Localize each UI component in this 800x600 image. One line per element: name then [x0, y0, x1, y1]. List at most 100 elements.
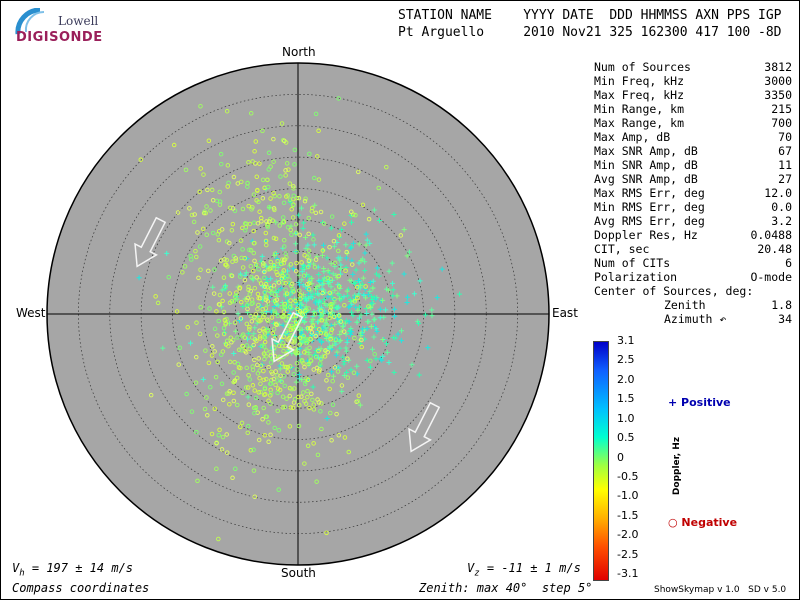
- negative-source-point: [197, 331, 203, 337]
- stat-label: Avg RMS Err, deg: [594, 214, 705, 228]
- negative-source-point: [265, 177, 270, 183]
- negative-source-point: [343, 268, 348, 273]
- negative-source-point: [256, 302, 261, 308]
- negative-source-point: [327, 386, 332, 392]
- negative-source-point: [274, 297, 280, 302]
- negative-source-point: [220, 434, 226, 440]
- direction-south-label: South: [281, 566, 316, 580]
- negative-source-point: [290, 203, 296, 208]
- negative-source-point: [305, 394, 310, 400]
- negative-source-point: [277, 223, 283, 228]
- negative-source-point: [206, 138, 212, 143]
- negative-source-point: [225, 163, 231, 168]
- negative-source-point: [290, 215, 296, 220]
- negative-source-point: [203, 348, 208, 353]
- negative-source-point: [244, 343, 250, 348]
- positive-source-point: [296, 279, 302, 285]
- positive-source-point: [303, 235, 309, 241]
- negative-source-point: [271, 262, 277, 268]
- positive-source-point: [243, 270, 249, 276]
- negative-source-point: [232, 320, 238, 325]
- negative-source-point: [319, 313, 325, 318]
- positive-source-point: [238, 271, 244, 277]
- negative-source-point: [214, 441, 219, 446]
- negative-source-point: [255, 221, 261, 226]
- positive-source-point: [324, 415, 330, 421]
- negative-source-point: [244, 297, 250, 303]
- negative-source-point: [239, 255, 244, 261]
- negative-source-point: [366, 216, 372, 222]
- positive-source-point: [340, 354, 346, 360]
- positive-source-point: [355, 293, 361, 299]
- negative-source-point: [212, 406, 218, 412]
- negative-source-point: [287, 364, 293, 369]
- negative-source-point: [316, 128, 321, 134]
- positive-source-point: [369, 297, 375, 303]
- positive-source-point: [324, 255, 330, 261]
- negative-source-point: [355, 398, 361, 404]
- negative-source-point: [280, 280, 286, 286]
- negative-source-point: [302, 461, 307, 466]
- negative-source-point: [242, 335, 248, 340]
- positive-source-point: [348, 244, 354, 250]
- negative-source-point: [219, 447, 225, 452]
- negative-source-point: [328, 276, 334, 282]
- positive-source-point: [320, 353, 326, 359]
- negative-source-point: [292, 147, 298, 153]
- negative-source-point: [275, 272, 280, 277]
- negative-source-point: [350, 262, 355, 267]
- negative-source-point: [266, 439, 271, 445]
- positive-source-point: [259, 253, 265, 259]
- positive-source-point: [369, 311, 375, 317]
- positive-source-point: [210, 284, 216, 290]
- negative-source-point: [265, 184, 271, 190]
- positive-source-point: [429, 307, 435, 313]
- negative-source-point: [246, 160, 251, 165]
- positive-source-point: [355, 307, 361, 313]
- negative-source-point: [272, 309, 277, 314]
- positive-source-point: [331, 373, 337, 379]
- positive-source-point: [354, 319, 360, 325]
- negative-source-point: [261, 261, 266, 266]
- negative-source-point: [201, 172, 206, 177]
- negative-source-point: [352, 298, 358, 304]
- positive-source-point: [314, 298, 320, 304]
- negative-source-point: [291, 193, 296, 198]
- positive-source-point: [374, 265, 380, 271]
- negative-source-point: [291, 289, 296, 294]
- negative-source-point: [182, 264, 188, 269]
- negative-source-point: [254, 262, 259, 267]
- negative-source-point: [274, 269, 279, 275]
- positive-source-point: [350, 271, 356, 277]
- negative-source-point: [251, 405, 257, 411]
- negative-source-point: [354, 284, 360, 290]
- negative-source-point: [209, 431, 215, 437]
- negative-source-point: [291, 186, 296, 191]
- stat-value: 3812: [764, 60, 792, 74]
- negative-source-point: [288, 283, 294, 288]
- negative-source-point: [355, 169, 361, 175]
- positive-source-point: [343, 242, 349, 248]
- negative-source-point: [215, 333, 220, 338]
- negative-source-point: [255, 362, 260, 368]
- negative-source-point: [252, 149, 257, 154]
- positive-source-point: [251, 331, 257, 337]
- positive-source-point: [367, 364, 373, 370]
- positive-source-point: [371, 207, 377, 213]
- positive-source-point: [252, 325, 258, 331]
- positive-source-point: [331, 243, 337, 249]
- negative-source-point: [275, 259, 280, 264]
- positive-source-point: [380, 297, 386, 303]
- positive-source-point: [358, 312, 364, 318]
- negative-source-point: [202, 209, 207, 214]
- negative-source-point: [198, 304, 203, 310]
- negative-source-point: [245, 430, 250, 436]
- negative-source-point: [260, 177, 266, 183]
- negative-source-point: [306, 231, 311, 237]
- negative-source-point: [271, 287, 277, 292]
- negative-source-point: [336, 233, 342, 238]
- negative-source-point: [268, 349, 273, 355]
- positive-source-point: [356, 315, 362, 321]
- positive-source-point: [381, 314, 387, 320]
- negative-source-point: [221, 309, 227, 315]
